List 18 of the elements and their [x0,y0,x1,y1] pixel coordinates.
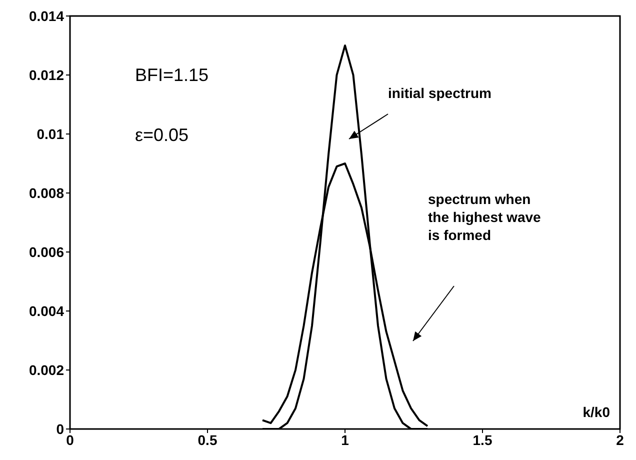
annotation: BFI=1.15 [135,65,209,85]
x-axis-title: k/k0 [582,404,610,420]
x-tick-label: 1.5 [472,432,492,448]
y-tick-label: 0.01 [36,126,64,142]
x-tick-label: 1 [341,432,350,448]
x-tick-label: 0.5 [198,432,218,448]
annotation: spectrum when the highest wave is formed [428,191,542,243]
annotation: initial spectrum [388,85,492,101]
y-tick-label: 0 [56,420,64,437]
x-tick-label: 0 [66,432,74,448]
annotation: ε=0.05 [135,125,189,145]
y-tick-label: 0.006 [28,244,64,260]
y-tick-label: 0.014 [28,8,64,24]
y-tick-label: 0.012 [28,66,64,83]
y-tick-label: 0.008 [28,184,64,201]
y-tick-label: 0.002 [28,362,64,378]
x-tick-label: 2 [616,432,624,448]
y-tick-label: 0.004 [28,302,64,319]
